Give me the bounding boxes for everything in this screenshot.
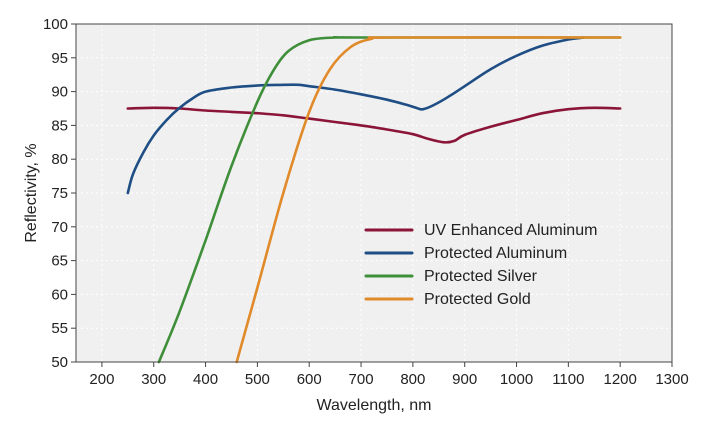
y-tick-label: 50 <box>51 354 68 371</box>
x-tick-label: 1000 <box>500 371 533 388</box>
x-tick-label: 400 <box>193 371 218 388</box>
y-axis-ticks: 50 55 60 65 70 75 80 85 90 95 100 <box>43 16 76 371</box>
y-tick-label: 85 <box>51 117 68 134</box>
series-lines <box>126 36 622 364</box>
y-tick-label: 75 <box>51 185 68 202</box>
y-tick-label: 55 <box>51 320 68 337</box>
legend-label-3: Protected Gold <box>424 291 531 308</box>
series-line-0 <box>126 106 622 144</box>
x-tick-label: 200 <box>89 371 114 388</box>
series-line-1 <box>126 36 586 195</box>
y-tick-label: 80 <box>51 151 68 168</box>
y-tick-label: 60 <box>51 286 68 303</box>
series-line-3 <box>235 36 622 364</box>
legend-label-0: UV Enhanced Aluminum <box>424 222 597 239</box>
x-tick-label: 500 <box>245 371 270 388</box>
x-tick-label: 1100 <box>552 371 584 388</box>
x-tick-label: 800 <box>400 371 425 388</box>
legend: UV Enhanced Aluminum Protected Aluminum Pr… <box>364 222 597 308</box>
y-tick-label: 100 <box>43 16 68 33</box>
legend-label-1: Protected Aluminum <box>424 245 567 262</box>
y-tick-label: 95 <box>51 50 68 67</box>
y-tick-label: 65 <box>51 253 68 270</box>
y-tick-label: 70 <box>51 219 68 236</box>
x-tick-label: 1200 <box>603 371 636 388</box>
x-tick-label: 700 <box>349 371 374 388</box>
x-tick-label: 600 <box>297 371 322 388</box>
legend-label-2: Protected Silver <box>424 268 538 285</box>
series-line-2 <box>157 36 622 364</box>
x-tick-label: 300 <box>141 371 166 388</box>
y-axis-title: Reflectivity, % <box>23 143 40 242</box>
x-axis-title: Wavelength, nm <box>316 397 431 414</box>
x-tick-label: 900 <box>452 371 477 388</box>
x-axis-ticks: 200 300 400 500 600 700 800 900 1000 1100 1200 1300 <box>89 362 689 388</box>
x-tick-label: 1300 <box>655 371 688 388</box>
y-tick-label: 90 <box>51 84 68 101</box>
